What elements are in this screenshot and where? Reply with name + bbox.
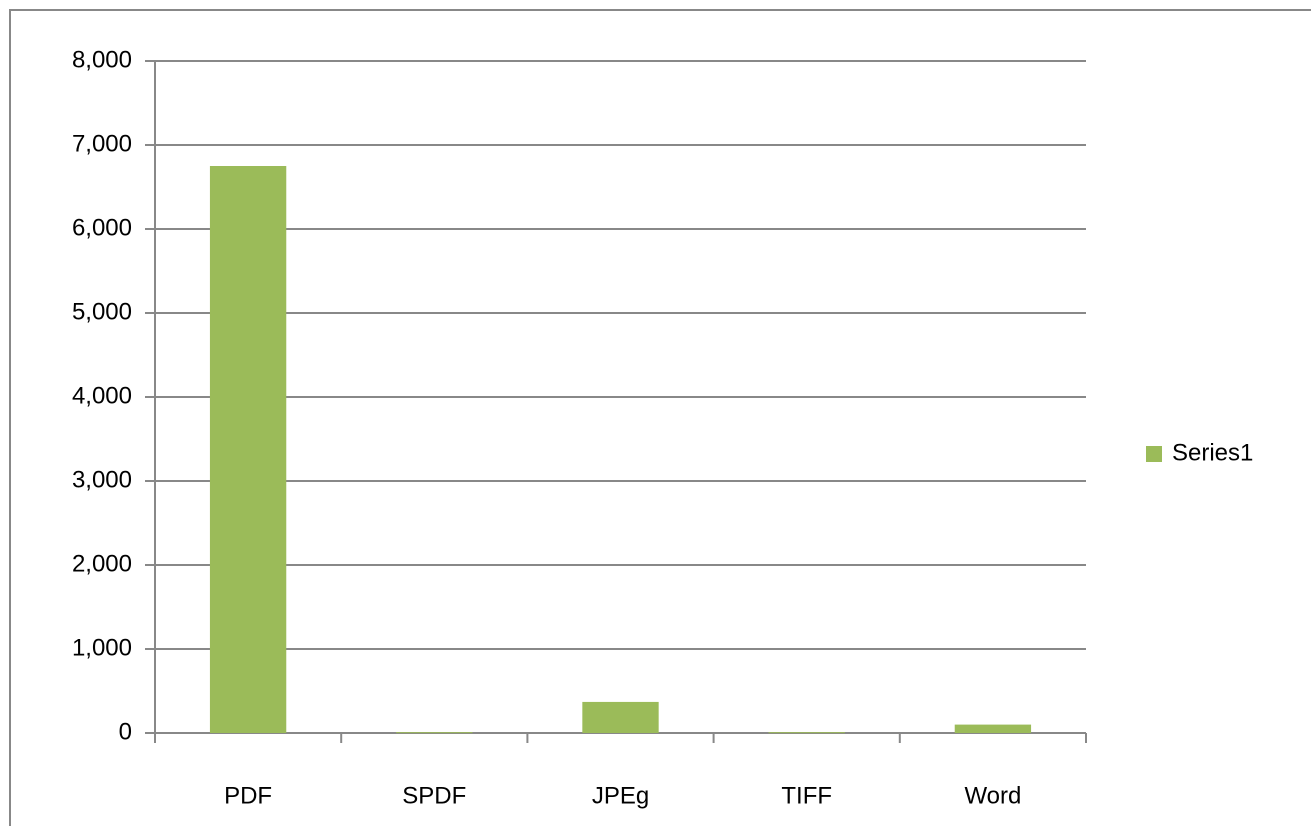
x-tick-label: TIFF	[781, 782, 832, 809]
bar	[209, 166, 287, 733]
y-tick-label: 7,000	[72, 130, 132, 157]
chart-border	[9, 9, 1311, 826]
legend-label: Series1	[1172, 439, 1253, 466]
bar	[768, 732, 845, 734]
x-tick-label: JPEg	[592, 782, 649, 809]
bar	[582, 701, 659, 733]
x-tick-label: SPDF	[402, 782, 466, 809]
x-tick-label: PDF	[224, 782, 272, 809]
bar	[954, 724, 1032, 733]
x-tick-label: Word	[964, 782, 1021, 809]
y-tick-label: 8,000	[72, 46, 132, 73]
y-tick-label: 1,000	[72, 634, 132, 661]
y-tick-label: 6,000	[72, 214, 132, 241]
y-tick-label: 4,000	[72, 382, 132, 409]
y-tick-label: 2,000	[72, 550, 132, 577]
y-tick-label: 0	[119, 718, 132, 745]
y-tick-label: 5,000	[72, 298, 132, 325]
legend-swatch	[1146, 446, 1162, 462]
bar	[396, 732, 473, 734]
y-tick-label: 3,000	[72, 466, 132, 493]
